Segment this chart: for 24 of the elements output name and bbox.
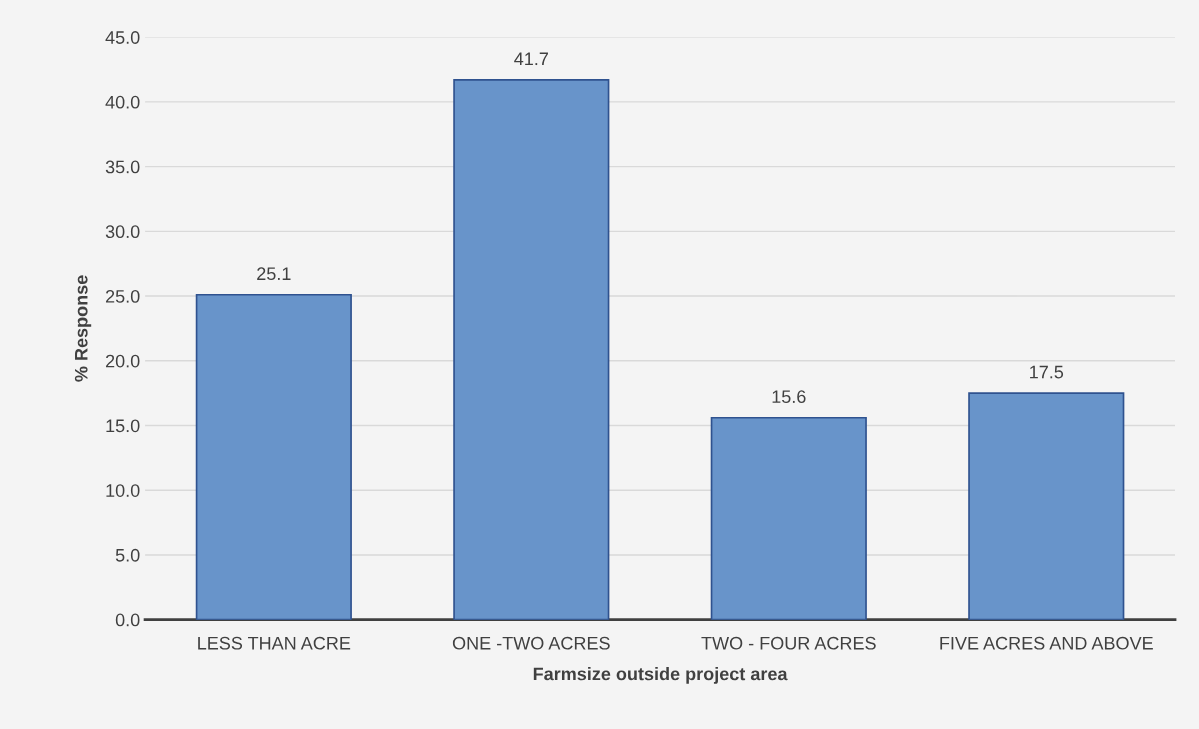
y-tick-label: 20.0 [105,354,140,368]
x-axis-title: Farmsize outside project area [533,667,788,684]
y-tick-label: 0.0 [115,613,140,627]
bar [453,79,610,620]
y-tick-label: 15.0 [106,419,140,433]
bar [968,392,1125,620]
x-tick-label: ONE -TWO ACRES [452,636,610,650]
y-tick-label: 40.0 [105,95,140,109]
data-label: 25.1 [257,267,291,281]
bar [195,293,352,620]
data-label: 41.7 [514,52,548,66]
y-tick-label: 25.0 [105,289,140,303]
y-tick-label: 5.0 [115,548,140,562]
y-tick-label: 30.0 [105,225,140,239]
x-tick-label: TWO - FOUR ACRES [701,636,876,650]
y-tick-label: 45.0 [105,31,140,44]
x-tick-label: LESS THAN ACRE [198,636,351,650]
x-tick-label: FIVE ACRES AND ABOVE [940,636,1153,650]
data-label: 15.6 [772,390,806,404]
data-label: 17.5 [1030,365,1064,379]
y-axis-title: % Response [74,275,92,382]
y-tick-label: 10.0 [106,484,140,497]
y-tick-label: 35.0 [105,160,140,174]
bar [710,416,867,620]
